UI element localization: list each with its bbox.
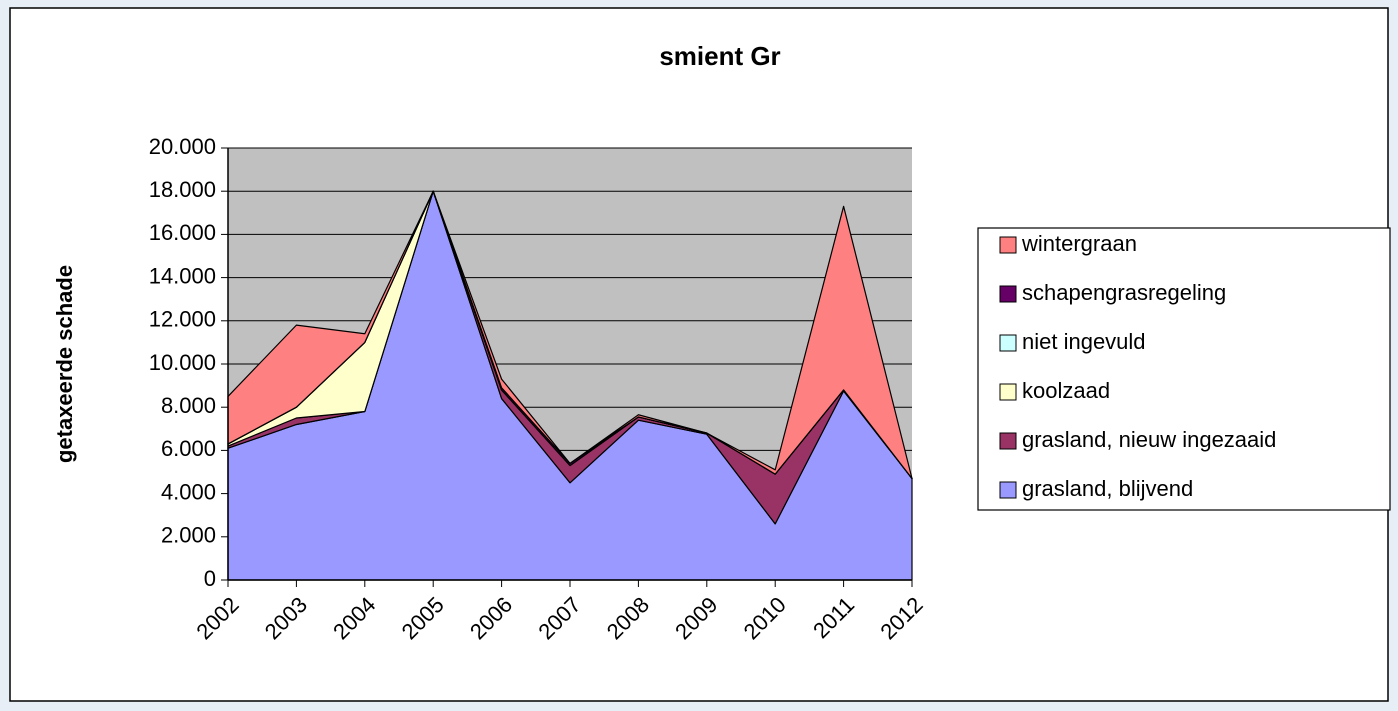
legend-swatch (999, 481, 1017, 499)
y-tick-label: 14.000 (149, 263, 216, 288)
legend-swatch (999, 285, 1017, 303)
y-tick-label: 0 (204, 566, 216, 591)
legend-label: grasland, nieuw ingezaaid (1022, 427, 1276, 452)
legend-label: koolzaad (1022, 378, 1110, 403)
y-tick-label: 6.000 (161, 436, 216, 461)
y-tick-label: 20.000 (149, 134, 216, 159)
y-tick-label: 8.000 (161, 393, 216, 418)
legend-box (977, 227, 1391, 511)
legend-label: wintergraan (1021, 231, 1137, 256)
y-axis-label: getaxeerde schade (52, 265, 77, 463)
y-tick-label: 12.000 (149, 307, 216, 332)
y-tick-label: 18.000 (149, 177, 216, 202)
chart-title: smient Gr (659, 41, 780, 71)
legend-swatch (999, 236, 1017, 254)
y-tick-label: 4.000 (161, 479, 216, 504)
legend-label: grasland, blijvend (1022, 476, 1193, 501)
y-tick-label: 10.000 (149, 350, 216, 375)
legend-label: niet ingevuld (1022, 329, 1146, 354)
legend-swatch (999, 334, 1017, 352)
y-tick-label: 16.000 (149, 220, 216, 245)
legend-label: schapengrasregeling (1022, 280, 1226, 305)
y-tick-label: 2.000 (161, 523, 216, 548)
legend-swatch (999, 383, 1017, 401)
area (227, 190, 913, 480)
legend-swatch (999, 432, 1017, 450)
